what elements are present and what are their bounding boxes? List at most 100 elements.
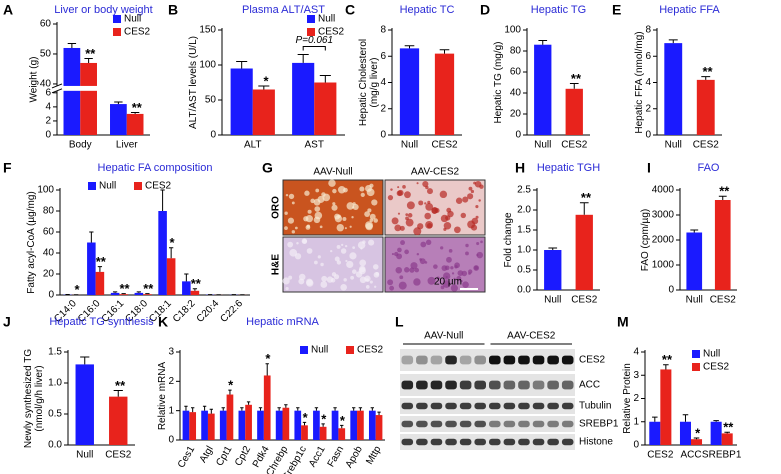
micrograph-texture [387,195,394,201]
chart-title: FAO [697,162,719,174]
blot-band [416,355,428,365]
y-axis-label: Newly synthesized TG [23,349,34,449]
error-bar [718,195,727,200]
error-bar [246,401,251,405]
legend-swatch [113,15,121,23]
micrograph-texture [352,246,356,249]
x-tick-label: CES2 [571,295,598,306]
group-label: AAV-CES2 [507,331,556,342]
blot-band [459,402,472,410]
error-bar [682,414,689,422]
bar [230,68,253,135]
significance: * [265,351,271,366]
error-bar [145,293,150,295]
error-bar [569,83,579,89]
blot-band [547,402,559,410]
bar [95,271,105,295]
micrograph-texture [462,196,469,203]
significance: ** [191,276,202,291]
legend-label: CES2 [145,181,172,192]
y-tick-label: 100 [199,60,216,71]
x-tick-label: Null [534,140,551,151]
legend-label: CES2 [703,362,730,373]
band-label: Histone [579,437,613,448]
x-tick-label: CES2 [431,140,458,151]
y-tick-label: 1.5 [48,347,62,358]
micrograph-texture [352,269,357,274]
y-axis-label: (nmol/g/h liver) [34,365,45,431]
bar [126,113,144,135]
micrograph-texture [337,214,341,219]
error-bar [340,424,344,429]
micrograph-texture [413,227,422,236]
micrograph-texture [344,244,348,248]
micrograph-texture [397,186,400,189]
bar [207,413,215,440]
significance: ** [132,100,143,115]
bar [201,410,208,440]
x-tick-label: Null [76,450,93,461]
error-bar [668,39,678,44]
error-bar [319,75,331,83]
micrograph-texture [345,259,348,263]
error-bar [184,273,189,282]
micrograph-texture [352,206,355,209]
bar [399,48,420,135]
micrograph-texture [418,200,424,206]
axis-break [51,85,150,91]
micrograph-texture [404,267,410,273]
micrograph-texture [465,243,469,248]
blot-band [474,438,486,446]
blot-band [503,355,516,365]
micrograph-texture [426,223,433,229]
y-tick-label: 100 [37,185,54,196]
y-tick-label: 3000 [652,210,675,221]
micrograph-texture [369,218,374,223]
micrograph-texture [475,205,479,209]
error-bar [192,288,198,291]
bar [275,410,283,440]
column-label: AAV-CES2 [411,167,460,178]
micrograph-texture [362,240,366,244]
panel-letter: B [168,2,178,18]
y-tick-label: 1.0 [48,378,62,389]
bar [190,290,200,295]
y-tick-label: 60 [510,67,522,78]
error-bar [184,405,188,411]
y-axis-label: Hepatic TG (mg/g) [493,41,504,123]
bar [357,410,364,440]
micrograph-texture [320,262,324,267]
micrograph-texture [315,188,320,193]
blot-band [518,355,530,365]
micrograph-texture [343,278,347,282]
y-tick-label: 2 [633,393,639,404]
bar [331,410,339,440]
micrograph-texture [340,283,347,291]
blot-band [474,402,486,410]
micrograph-texture [336,244,341,249]
error-bar [190,407,195,413]
band-label: CES2 [579,355,606,366]
y-tick-label: 60 [40,19,52,30]
error-bar [370,407,375,411]
blot-band [474,355,486,365]
y-tick-label: 4000 [652,185,675,196]
micrograph-texture [365,278,369,282]
chart-title: Hepatic FFA [659,4,720,16]
y-tick-label: 50 [205,95,217,106]
y-tick-label: 2 [168,376,174,387]
blot-band [561,420,574,428]
legend-swatch [113,28,121,36]
axis-break-mark [51,83,63,94]
micrograph-texture [473,265,480,271]
bar [434,53,455,135]
x-tick-label: Cpt1 [214,444,234,468]
blot-band [445,438,457,446]
error-bar [112,291,118,293]
micrograph-texture [326,276,334,283]
error-bar [113,389,123,397]
micrograph-texture [342,217,347,222]
significance: * [74,282,80,297]
micrograph-texture [359,186,365,192]
